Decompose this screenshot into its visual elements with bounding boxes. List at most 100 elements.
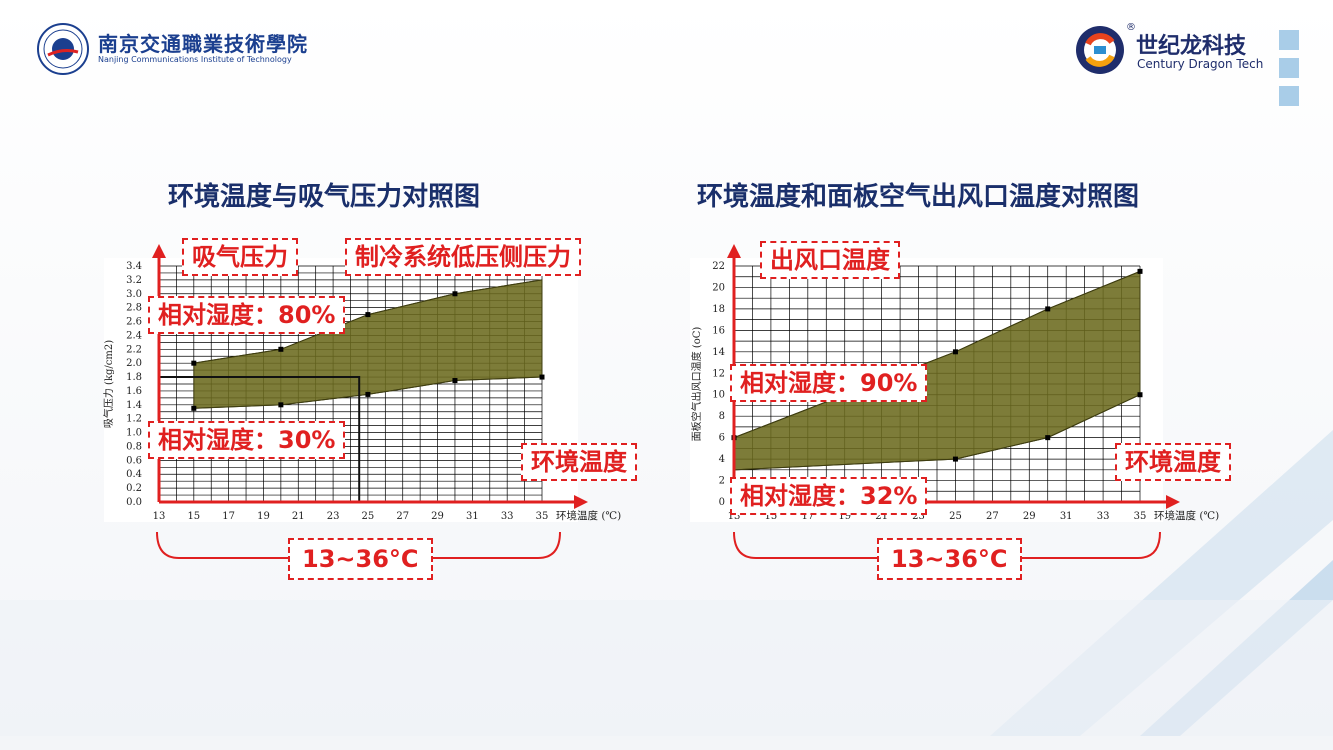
y-tick-label: 1.6 — [126, 386, 142, 397]
x-axis-title: 环境温度 (℃) — [1154, 509, 1219, 522]
x-tick-label: 17 — [801, 511, 814, 522]
y-tick-label: 2.4 — [126, 330, 142, 341]
y-tick-label: 3.4 — [126, 261, 142, 272]
data-point — [1137, 392, 1143, 398]
ambient-temp-label: 环境温度 — [1115, 443, 1231, 481]
outlet-temp-label: 出风口温度 — [760, 241, 900, 279]
x-tick-label: 27 — [986, 511, 999, 522]
temp-range-label: 13~36°C — [288, 538, 433, 580]
humidity-90-label: 相对湿度：90% — [730, 364, 928, 402]
humidity-30-label: 相对湿度：30% — [148, 421, 346, 459]
x-tick-label: 23 — [327, 511, 340, 522]
x-tick-label: 17 — [222, 511, 235, 522]
x-tick-label: 35 — [536, 511, 549, 522]
y-tick-label: 0.4 — [126, 469, 142, 480]
x-tick-label: 29 — [1023, 511, 1036, 522]
data-point — [1045, 306, 1051, 312]
y-tick-label: 12 — [712, 368, 725, 379]
decor-square — [1279, 30, 1299, 50]
y-tick-label: 16 — [712, 325, 725, 336]
data-point — [452, 291, 458, 297]
y-tick-label: 2.2 — [126, 344, 142, 355]
x-tick-label: 25 — [949, 511, 962, 522]
decor-square — [1279, 58, 1299, 78]
suction-pressure-label: 吸气压力 — [182, 238, 298, 276]
x-tick-label: 23 — [912, 511, 925, 522]
data-point — [365, 312, 371, 318]
y-tick-label: 1.8 — [126, 372, 142, 383]
brand-name-cn: 世纪龙科技 — [1136, 34, 1247, 59]
y-tick-label: 1.0 — [126, 428, 142, 439]
y-tick-label: 0 — [719, 497, 725, 508]
data-point — [952, 456, 958, 462]
y-tick-label: 10 — [712, 390, 725, 401]
x-axis-arrowhead — [1166, 495, 1180, 509]
lower-series-line — [733, 394, 1141, 471]
y-tick-label: 3.0 — [126, 289, 142, 300]
y-tick-label: 3.2 — [126, 275, 142, 286]
x-tick-label: 33 — [1097, 511, 1110, 522]
data-point — [452, 378, 458, 384]
x-tick-label: 19 — [257, 511, 270, 522]
temp-range-label: 13~36°C — [877, 538, 1022, 580]
data-point — [539, 374, 545, 380]
y-tick-label: 0.0 — [126, 497, 142, 508]
brand-name-en: Century Dragon Tech — [1137, 57, 1264, 71]
x-tick-label: 15 — [187, 511, 200, 522]
right-chart-title: 环境温度和面板空气出风口温度对照图 — [697, 182, 1140, 212]
data-point — [1137, 268, 1143, 274]
y-tick-label: 1.2 — [126, 414, 142, 425]
y-tick-label: 2.6 — [126, 317, 142, 328]
y-axis-title: 吸气压力 (kg/cm2) — [102, 340, 115, 428]
low-side-pressure-label: 制冷系统低压侧压力 — [345, 238, 581, 276]
x-tick-label: 15 — [765, 511, 778, 522]
x-tick-label: 25 — [362, 511, 375, 522]
data-point — [1045, 435, 1051, 441]
y-axis-arrowhead — [152, 244, 166, 258]
data-point — [278, 346, 284, 352]
reference-lines — [159, 376, 361, 502]
x-axis-arrowhead — [574, 495, 588, 509]
x-tick-label: 29 — [431, 511, 444, 522]
data-point — [191, 360, 197, 366]
y-tick-label: 0.2 — [126, 483, 142, 494]
dragon-logo-icon — [1076, 26, 1124, 74]
x-tick-label: 21 — [875, 511, 888, 522]
data-point — [365, 391, 371, 397]
school-name-cn: 南京交通職業技術學院 — [98, 32, 308, 56]
y-tick-label: 4 — [719, 454, 725, 465]
y-tick-label: 8 — [719, 411, 725, 422]
data-point — [278, 402, 284, 408]
x-tick-label: 13 — [153, 511, 166, 522]
y-tick-label: 0.6 — [126, 455, 142, 466]
y-tick-label: 0.8 — [126, 441, 142, 452]
x-tick-label: 13 — [728, 511, 741, 522]
y-tick-label: 18 — [712, 304, 725, 315]
y-tick-label: 2.8 — [126, 303, 142, 314]
data-point — [191, 405, 197, 411]
y-tick-label: 22 — [712, 261, 725, 272]
left-chart-title: 环境温度与吸气压力对照图 — [168, 182, 481, 212]
y-axis-title: 面板空气出风口温度 (oC) — [690, 327, 703, 442]
x-tick-label: 35 — [1134, 511, 1147, 522]
ambient-temp-label: 环境温度 — [521, 443, 637, 481]
registered-mark: ® — [1126, 22, 1136, 33]
x-tick-label: 31 — [1060, 511, 1073, 522]
x-axis-title: 环境温度 (℃) — [556, 509, 621, 522]
x-tick-label: 21 — [292, 511, 305, 522]
humidity-80-label: 相对湿度：80% — [148, 296, 346, 334]
y-tick-label: 14 — [712, 347, 725, 358]
school-name-en: Nanjing Communications Institute of Tech… — [98, 55, 292, 64]
y-tick-label: 2 — [719, 476, 725, 487]
y-tick-label: 20 — [712, 282, 725, 293]
decor-square — [1279, 86, 1299, 106]
y-tick-label: 1.4 — [126, 400, 142, 411]
x-tick-label: 19 — [838, 511, 851, 522]
x-tick-label: 31 — [466, 511, 479, 522]
y-tick-label: 6 — [719, 433, 725, 444]
data-point — [952, 349, 958, 355]
y-axis-arrowhead — [727, 244, 741, 258]
x-tick-label: 33 — [501, 511, 514, 522]
